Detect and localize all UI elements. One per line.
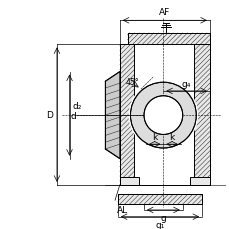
Text: k: k [151, 133, 157, 142]
Text: k: k [169, 133, 174, 142]
Circle shape [180, 98, 190, 107]
Polygon shape [105, 72, 119, 159]
Bar [127, 34, 209, 45]
Text: g₁: g₁ [155, 220, 164, 229]
Bar [119, 45, 134, 183]
Circle shape [180, 124, 190, 134]
Circle shape [130, 83, 195, 148]
Circle shape [128, 81, 197, 150]
Bar [117, 195, 201, 204]
Text: AF: AF [158, 8, 170, 17]
Text: g: g [160, 213, 166, 222]
Bar [119, 177, 139, 185]
Text: d₂: d₂ [72, 101, 82, 110]
Text: 45°: 45° [125, 77, 139, 86]
Bar [194, 45, 209, 183]
Text: d: d [70, 111, 76, 120]
Bar [189, 177, 209, 185]
Text: D: D [46, 111, 53, 120]
Text: g₄: g₄ [181, 80, 191, 89]
Circle shape [135, 98, 145, 107]
Circle shape [135, 124, 145, 134]
Text: AL: AL [116, 205, 128, 214]
Circle shape [143, 96, 182, 135]
Circle shape [143, 96, 182, 135]
